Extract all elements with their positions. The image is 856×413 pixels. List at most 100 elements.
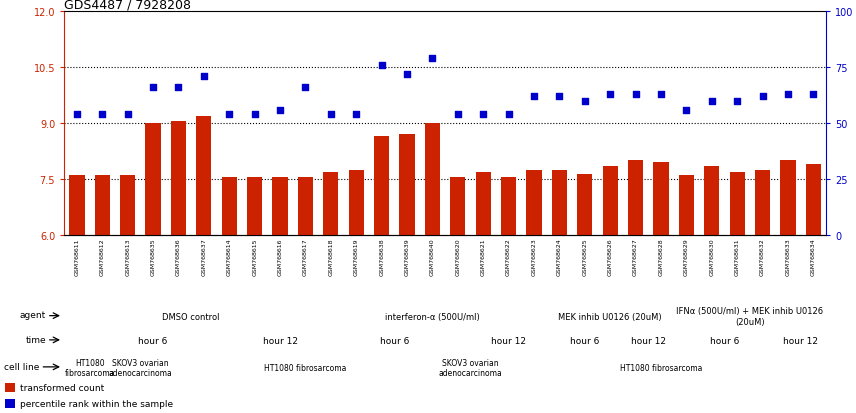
Bar (272, 178, 288, 235)
Point (95, 112, 109, 118)
Bar (704, 166, 719, 235)
Text: GSM768625: GSM768625 (582, 237, 587, 275)
Text: GSM768639: GSM768639 (405, 237, 409, 275)
Bar (222, 178, 237, 235)
Text: GSM768638: GSM768638 (379, 237, 384, 275)
Text: hour 6: hour 6 (139, 336, 168, 345)
Text: GSM768632: GSM768632 (760, 237, 765, 275)
Bar (95, 176, 110, 235)
Point (806, 92, 820, 98)
Text: MEK inhib U0126 (20uM): MEK inhib U0126 (20uM) (558, 312, 662, 321)
Bar (628, 161, 643, 235)
Point (400, 71, 413, 78)
Point (502, 112, 515, 118)
Point (603, 92, 617, 98)
Bar (120, 176, 135, 235)
Point (730, 98, 744, 105)
Bar (679, 176, 694, 235)
Text: GSM768612: GSM768612 (100, 237, 104, 275)
Text: hour 12: hour 12 (783, 336, 818, 345)
Bar (196, 116, 211, 235)
Text: HT1080 fibrosarcoma: HT1080 fibrosarcoma (265, 363, 347, 372)
Text: transformed count: transformed count (20, 383, 104, 392)
Text: GSM768613: GSM768613 (125, 237, 130, 275)
Bar (247, 178, 262, 235)
Point (552, 94, 566, 100)
Text: agent: agent (20, 311, 46, 320)
Point (425, 56, 439, 62)
Bar (400, 135, 414, 235)
Text: hour 12: hour 12 (631, 336, 666, 345)
Text: GSM768620: GSM768620 (455, 237, 461, 275)
Point (171, 85, 185, 92)
Text: IFNα (500U/ml) + MEK inhib U0126
(20uM): IFNα (500U/ml) + MEK inhib U0126 (20uM) (676, 307, 823, 326)
Bar (5, 383, 15, 392)
Text: GSM768633: GSM768633 (786, 237, 790, 275)
Bar (298, 178, 313, 235)
Bar (805, 165, 821, 235)
Point (654, 92, 668, 98)
Text: hour 6: hour 6 (380, 336, 409, 345)
Text: GSM768629: GSM768629 (684, 237, 689, 275)
Bar (755, 170, 770, 235)
Point (704, 98, 718, 105)
Point (527, 94, 541, 100)
Point (299, 85, 312, 92)
Bar (425, 124, 440, 235)
Point (146, 85, 160, 92)
Bar (69, 176, 85, 235)
Text: GSM768636: GSM768636 (176, 237, 181, 275)
Text: SKOV3 ovarian
adenocarcinoma: SKOV3 ovarian adenocarcinoma (438, 358, 502, 377)
Point (121, 112, 134, 118)
Text: HT1080 fibrosarcoma: HT1080 fibrosarcoma (620, 363, 702, 372)
Text: GSM768611: GSM768611 (74, 237, 80, 275)
Bar (526, 170, 542, 235)
Point (273, 107, 287, 114)
Text: GSM768637: GSM768637 (201, 237, 206, 275)
Text: GDS4487 / 7928208: GDS4487 / 7928208 (64, 0, 191, 11)
Text: percentile rank within the sample: percentile rank within the sample (20, 399, 173, 408)
Point (476, 112, 490, 118)
Text: GSM768616: GSM768616 (277, 237, 282, 275)
Point (223, 112, 236, 118)
Text: GSM768624: GSM768624 (557, 237, 562, 275)
Text: GSM768622: GSM768622 (506, 237, 511, 275)
Point (680, 107, 693, 114)
Bar (501, 178, 516, 235)
Text: time: time (26, 335, 46, 344)
Point (70, 112, 84, 118)
Bar (781, 161, 795, 235)
Text: SKOV3 ovarian
adenocarcinoma: SKOV3 ovarian adenocarcinoma (109, 358, 172, 377)
Text: cell line: cell line (4, 362, 39, 370)
Bar (5, 399, 15, 408)
Text: interferon-α (500U/ml): interferon-α (500U/ml) (385, 312, 480, 321)
Text: GSM768640: GSM768640 (430, 237, 435, 275)
Bar (324, 172, 338, 235)
Point (451, 112, 465, 118)
Text: GSM768627: GSM768627 (633, 237, 638, 275)
Text: GSM768623: GSM768623 (532, 237, 537, 275)
Text: GSM768618: GSM768618 (329, 237, 333, 275)
Bar (653, 163, 669, 235)
Bar (374, 137, 389, 235)
Bar (603, 166, 618, 235)
Bar (476, 172, 490, 235)
Text: GSM768617: GSM768617 (303, 237, 308, 275)
Point (781, 92, 794, 98)
Text: GSM768635: GSM768635 (151, 237, 156, 275)
Point (197, 74, 211, 81)
Text: GSM768619: GSM768619 (354, 237, 359, 275)
Bar (729, 172, 745, 235)
Text: GSM768626: GSM768626 (608, 237, 613, 275)
Point (578, 98, 591, 105)
Bar (146, 124, 161, 235)
Text: HT1080
fibrosarcoma: HT1080 fibrosarcoma (64, 358, 115, 377)
Point (756, 94, 770, 100)
Text: hour 6: hour 6 (570, 336, 599, 345)
Text: GSM768615: GSM768615 (253, 237, 257, 275)
Point (349, 112, 363, 118)
Text: GSM768634: GSM768634 (811, 237, 816, 275)
Point (628, 92, 642, 98)
Point (324, 112, 337, 118)
Point (375, 63, 389, 69)
